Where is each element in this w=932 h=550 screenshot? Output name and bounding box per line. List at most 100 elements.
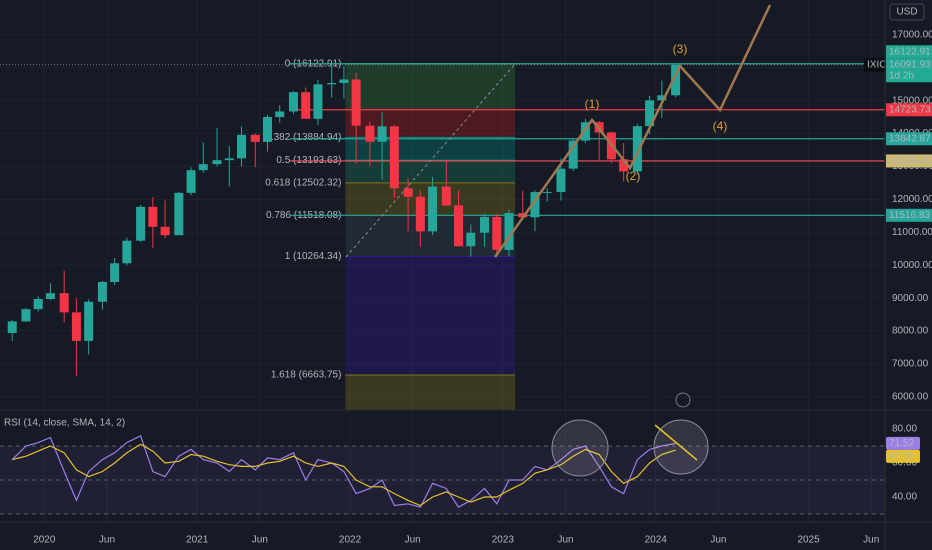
fib-label: 0.618 (12502.32)	[265, 178, 341, 189]
candle-body	[313, 84, 323, 119]
fib-zone	[345, 374, 516, 410]
layers-top: 2020 Jun 2021 Jun 2022 Jun 2023 Jun 2024 Jun 2025 J…	[33, 30, 932, 546]
x-tick-label: 2022	[339, 535, 362, 546]
x-tick-label: Jun	[863, 535, 879, 546]
x-tick-label: 2023	[492, 535, 515, 546]
y-tick-label: 9000.00	[892, 293, 929, 304]
candle-body	[441, 186, 451, 206]
candle-body	[33, 299, 43, 310]
fib-label: 1.618 (6663.75)	[271, 370, 342, 381]
candle-body	[428, 186, 438, 232]
rsi-tick-label: 60.00	[892, 458, 917, 469]
candle-body	[122, 240, 132, 264]
price-badge	[886, 45, 932, 59]
rsi-badge-text: 71.52	[889, 438, 914, 449]
candle-body	[7, 321, 17, 334]
x-tick-label: Jun	[557, 535, 573, 546]
candle-body	[186, 170, 196, 193]
current-badge	[886, 58, 932, 83]
price-badge-text: 13168.45	[889, 156, 931, 167]
candle-body	[59, 293, 69, 313]
x-tick-label: Jun	[99, 535, 115, 546]
candle-body	[657, 95, 667, 101]
candle-body	[389, 126, 399, 189]
candle-body	[174, 192, 184, 236]
fib-label: 1 (10264.34)	[285, 251, 342, 262]
wave-projection	[493, 4, 772, 258]
candle-body	[288, 92, 298, 112]
candle-body	[351, 79, 361, 126]
candle-body	[110, 263, 120, 282]
candle-body	[645, 100, 655, 127]
candle-body	[480, 216, 490, 233]
candle-body	[466, 232, 476, 247]
candle-body	[198, 164, 208, 171]
x-tick-label: 2024	[645, 535, 668, 546]
candle-body	[568, 140, 578, 169]
currency-button[interactable]	[889, 3, 925, 21]
price-badge	[886, 154, 932, 168]
candle-body	[365, 125, 375, 142]
candle-body	[45, 293, 55, 300]
candle-body	[454, 205, 464, 247]
candle-body	[504, 213, 514, 250]
price-badge-text: 11516.83	[889, 210, 930, 221]
candle-body	[84, 301, 94, 341]
candle-body	[301, 92, 311, 119]
rsi-title: RSI (14, close, SMA, 14, 2)	[4, 418, 125, 429]
candle-body	[327, 82, 337, 85]
candle-body	[403, 188, 413, 197]
current-price: 16091.93	[889, 59, 931, 70]
fib-zone	[345, 256, 516, 375]
rsi-tick-label: 40.00	[892, 492, 917, 503]
candle-body	[530, 192, 540, 218]
fib-label: 0.382 (13884.94)	[265, 132, 341, 143]
y-tick-label: 6000.00	[892, 391, 929, 402]
x-tick-label: 2020	[33, 535, 56, 546]
candle-body	[250, 134, 260, 142]
candle-body	[556, 168, 566, 192]
candle-body	[237, 134, 247, 159]
price-badge-text: 14723.73	[889, 104, 931, 115]
price-badge-text: 16122.91	[889, 46, 931, 57]
candle-body	[542, 191, 552, 193]
y-tick-label: 12000.00	[892, 194, 932, 205]
x-tick-label: 2021	[186, 535, 209, 546]
candle-body	[518, 213, 528, 218]
rsi-highlight	[551, 419, 609, 477]
candle-body	[377, 126, 387, 142]
wave-label: (1)	[585, 97, 600, 111]
rsi-badge	[886, 449, 920, 463]
y-tick-label: 11000.00	[892, 227, 932, 238]
y-tick-label: 10000.00	[892, 260, 932, 271]
candle-body	[136, 206, 146, 241]
layers: 0 (16122.91)0.382 (13884.94)0.5 (13193.6…	[0, 0, 885, 522]
price-badge	[886, 103, 932, 117]
fib-zone	[345, 160, 516, 183]
candle-body	[148, 206, 158, 227]
rsi-line	[11, 434, 676, 508]
fib-zone	[345, 63, 516, 110]
rsi-trendline	[654, 424, 698, 461]
wave-label: (2)	[626, 169, 641, 183]
candle-body	[160, 226, 170, 236]
wave-label: (3)	[673, 42, 688, 56]
y-tick-label: 7000.00	[892, 359, 929, 370]
x-tick-label: 2025	[797, 535, 820, 546]
countdown: 1d 2h	[889, 70, 914, 81]
candle-body	[275, 111, 285, 118]
y-tick-label: 17000.00	[892, 30, 932, 41]
candle-body	[71, 312, 81, 341]
rsi-badge	[886, 436, 920, 450]
candle-body	[339, 79, 349, 83]
fib-label: 0.5 (13193.63)	[276, 155, 341, 166]
replay-icon[interactable]	[675, 392, 691, 408]
rsi-badge-text: 67.55	[889, 451, 914, 462]
x-tick-label: Jun	[405, 535, 421, 546]
candle-body	[224, 158, 234, 161]
y-tick-label: 8000.00	[892, 326, 929, 337]
x-tick-label: Jun	[252, 535, 268, 546]
rsi-tick-label: 80.00	[892, 424, 917, 435]
